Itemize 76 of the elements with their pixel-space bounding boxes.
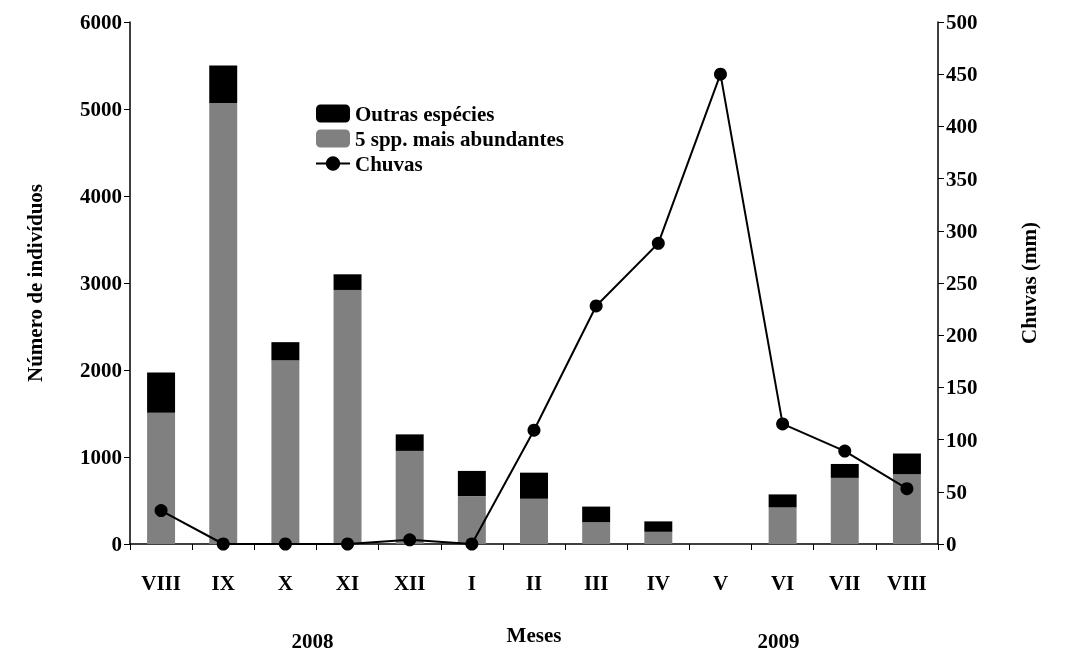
x-tick-label: VIII (887, 570, 927, 595)
y-tick-label: 3000 (80, 271, 122, 295)
legend-label: Chuvas (355, 151, 423, 176)
bar (271, 360, 300, 544)
x-tick-label: II (525, 570, 543, 595)
point (154, 504, 168, 518)
bar (520, 472, 548, 499)
y-tick-label: 2000 (80, 358, 122, 382)
bar (830, 477, 859, 544)
bar (147, 412, 176, 544)
y2-tick-label: 400 (946, 114, 978, 139)
bar (271, 342, 300, 361)
y-tick-label: 1000 (80, 445, 122, 469)
y2-tick-label: 200 (946, 323, 978, 348)
x-tick-label: XI (335, 570, 360, 595)
point (527, 423, 541, 437)
y-tick-label: 4000 (80, 184, 122, 208)
x-axis-title: Meses (506, 622, 562, 647)
x-tick-label: IV (646, 570, 670, 595)
point (838, 444, 852, 458)
x-tick-label: V (712, 570, 729, 595)
x-tick-label: IX (211, 570, 235, 595)
legend-label: Outras espécies (355, 101, 495, 126)
x-tick-label: X (277, 570, 293, 595)
bar (644, 531, 673, 544)
y2-tick-label: 250 (946, 271, 978, 295)
bar (520, 498, 548, 544)
bar (768, 494, 797, 508)
bar (209, 65, 238, 103)
x-tick-label: VI (770, 570, 795, 595)
bar (644, 521, 673, 532)
x-tick-label: VII (829, 570, 861, 595)
y2-tick-label: 300 (946, 218, 978, 243)
point (216, 537, 230, 551)
bar (582, 522, 611, 544)
y-tick-label: 5000 (80, 97, 122, 121)
bar (582, 506, 611, 523)
x-tick-label: XII (393, 570, 426, 595)
y2-axis-title: Chuvas (mm) (1016, 222, 1041, 344)
bar (892, 453, 921, 475)
y2-tick-label: 100 (946, 427, 978, 452)
bar (457, 496, 486, 544)
point (900, 482, 914, 496)
point (713, 67, 727, 81)
point (403, 533, 417, 547)
text: 2008 (291, 628, 334, 653)
y-tick-label: 0 (111, 532, 122, 556)
bar (457, 470, 486, 497)
y-tick-label: 6000 (80, 10, 122, 34)
y-axis-title: Número de indivíduos (22, 184, 47, 382)
point (465, 537, 479, 551)
y2-tick-label: 450 (946, 62, 978, 87)
bar (333, 289, 362, 544)
bar (395, 434, 424, 451)
bar (768, 507, 797, 544)
bar (892, 474, 921, 544)
bar (395, 450, 424, 544)
y2-tick-label: 0 (946, 532, 957, 556)
bar (147, 372, 176, 413)
point (341, 537, 355, 551)
legend-label: 5 spp. mais abundantes (355, 126, 564, 151)
point (776, 417, 790, 431)
y2-tick-label: 50 (946, 479, 967, 504)
bar (333, 274, 362, 290)
bar (209, 102, 238, 544)
y2-tick-label: 150 (946, 375, 978, 400)
x-tick-label: VIII (141, 570, 181, 595)
point (651, 236, 665, 250)
point (278, 537, 292, 551)
x-tick-label: I (467, 570, 476, 595)
bar (830, 463, 859, 478)
text: 2009 (757, 628, 800, 653)
point (589, 299, 603, 313)
y2-tick-label: 350 (946, 166, 978, 191)
x-tick-label: III (583, 570, 609, 595)
y2-tick-label: 500 (946, 10, 978, 34)
